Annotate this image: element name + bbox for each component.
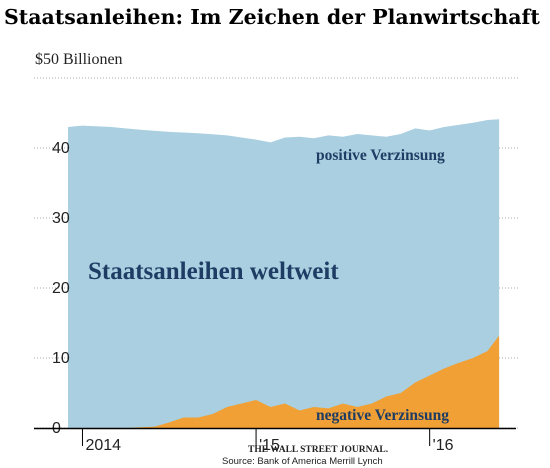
center-series-label: Staatsanleihen weltweit — [88, 258, 339, 285]
series-area-positive — [68, 119, 500, 429]
y-unit-label: $50 Billionen — [35, 51, 123, 68]
series-label-positive: positive Verzinsung — [316, 147, 445, 164]
chart-title: Staatsanleihen: Im Zeichen der Planwirts… — [4, 5, 540, 29]
chart-labels: $50 Billionen Staatsanleihen weltweit po… — [35, 51, 449, 424]
footer: THE WALL STREET JOURNAL. Source: Bank of… — [222, 445, 388, 467]
y-tick-label: 20 — [52, 280, 70, 297]
source-note: Source: Bank of America Merrill Lynch — [222, 456, 383, 467]
publisher-credit: THE WALL STREET JOURNAL. — [248, 445, 388, 455]
series-area-negative — [68, 335, 500, 428]
x-tick-label: '15 — [259, 437, 280, 454]
y-tick-label: 40 — [52, 140, 70, 157]
x-tick-label: '16 — [433, 437, 454, 454]
series-label-negative: negative Verzinsung — [316, 407, 449, 424]
plot-area — [68, 119, 500, 429]
x-tick-label: 2014 — [85, 437, 121, 454]
y-tick-label: 30 — [52, 210, 70, 227]
y-tick-label: 10 — [52, 350, 70, 367]
